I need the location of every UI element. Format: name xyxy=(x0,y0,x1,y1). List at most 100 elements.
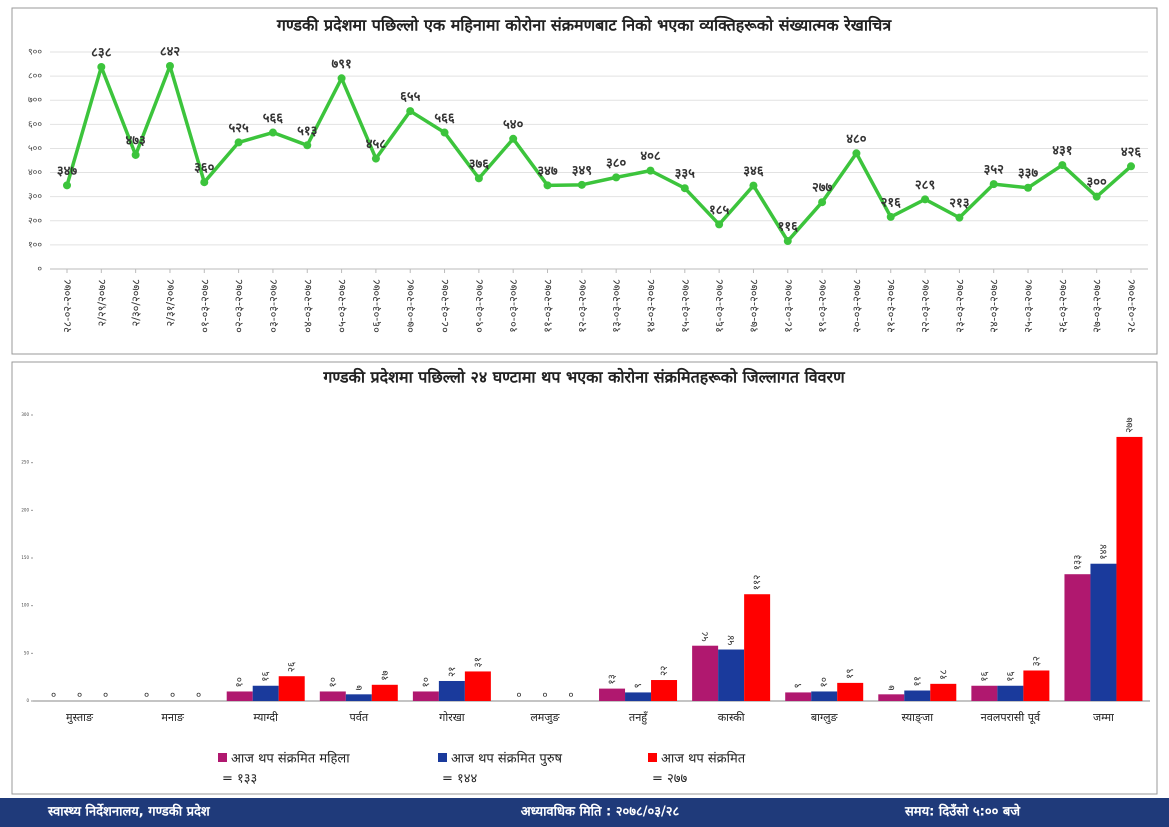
x-tick-label: मनाङ xyxy=(161,711,185,724)
x-tick-label: स्याङ्जा xyxy=(902,711,934,724)
bar xyxy=(1064,574,1091,701)
y-tick-label: ३०० xyxy=(28,192,42,202)
data-label: ५८ xyxy=(700,631,711,641)
data-label: १८ xyxy=(938,669,949,679)
bar-panel xyxy=(11,361,1158,795)
x-tick-label: ०३-०३-२०७८ xyxy=(267,279,280,333)
bar xyxy=(226,691,253,701)
data-label: ९ xyxy=(793,683,804,688)
data-label: ३४६ xyxy=(743,164,764,179)
bar xyxy=(345,694,372,701)
x-tick-label: ०४-०३-२०७८ xyxy=(301,279,314,333)
data-label: १९ xyxy=(845,668,856,678)
chart-title: गण्डकी प्रदेशमा पछिल्लो २४ घण्टामा थप भए… xyxy=(322,368,846,387)
footer-right: समय: दिउँसो ५:०० बजे xyxy=(904,804,1021,820)
data-label: ३३५ xyxy=(675,167,696,182)
data-label: १६ xyxy=(1005,671,1016,681)
point xyxy=(406,107,415,116)
data-label: २२ xyxy=(659,666,670,676)
data-label: ११२ xyxy=(752,575,763,591)
data-label: ० xyxy=(516,690,521,701)
x-tick-label: १५-०३-२०७८ xyxy=(679,279,692,333)
x-tick-label: १९-०३-२०७८ xyxy=(816,279,829,333)
x-tick-label: मुस्ताङ xyxy=(66,711,94,724)
point xyxy=(1024,183,1033,192)
data-label: ० xyxy=(568,690,573,701)
line xyxy=(65,64,1133,243)
x-tick-label: म्याग्दी xyxy=(253,711,278,724)
bar xyxy=(904,690,931,701)
x-tick-label: ०५-०३-२०७८ xyxy=(336,279,349,333)
y-tick-label: ६०० xyxy=(28,120,42,130)
x-tick-label: २३-०३-२०७८ xyxy=(953,279,966,333)
bar xyxy=(1090,563,1117,701)
data-label: ३५२ xyxy=(984,163,1005,178)
bar xyxy=(692,645,719,701)
data-label: ६५५ xyxy=(400,90,421,105)
y-tick-label: 0 xyxy=(26,698,29,703)
point xyxy=(680,184,689,193)
x-tick-label: ०२-०३-२०७८ xyxy=(233,279,246,333)
bar xyxy=(625,692,652,701)
data-label: ९ xyxy=(633,683,644,688)
bar xyxy=(412,691,439,701)
legend-label: आज थप संक्रमित xyxy=(661,751,746,767)
point xyxy=(268,128,277,137)
data-label: १६ xyxy=(261,671,272,681)
point xyxy=(337,74,346,83)
point xyxy=(852,149,861,158)
data-label: ४८० xyxy=(846,132,867,147)
data-label: ११६ xyxy=(778,220,799,235)
x-tick-label: १३-०३-२०७८ xyxy=(610,279,623,333)
x-tick-label: २६-०३-२०७८ xyxy=(1056,279,1069,333)
data-label: ३४७ xyxy=(537,164,558,179)
point xyxy=(200,178,209,187)
bar xyxy=(744,594,771,701)
point xyxy=(509,134,518,143)
x-tick-label: ०६-०३-२०७८ xyxy=(370,279,383,333)
x-tick-label: १८-०३-२०७८ xyxy=(782,279,795,333)
legend-total: = १३३ xyxy=(222,772,257,787)
data-label: १७ xyxy=(380,670,391,680)
data-label: ३८० xyxy=(606,156,627,171)
x-tick-label: गोरखा xyxy=(439,711,465,724)
y-tick-label: 200 xyxy=(21,507,29,512)
data-label: ४३१ xyxy=(1052,144,1072,159)
data-label: २७७ xyxy=(812,181,833,196)
data-label: २१ xyxy=(447,667,458,677)
data-label: ० xyxy=(51,690,56,701)
bar xyxy=(319,691,346,701)
x-tick-label: २/३०/२०७८ xyxy=(130,279,143,327)
point xyxy=(818,198,827,207)
data-label: ४०८ xyxy=(640,149,661,164)
legend-swatch xyxy=(648,753,657,762)
x-tick-label: २४-०३-२०७८ xyxy=(988,279,1001,333)
legend-label: आज थप संक्रमित महिला xyxy=(231,751,350,767)
data-label: १४४ xyxy=(1098,544,1109,560)
point xyxy=(1127,162,1135,171)
point xyxy=(577,180,586,189)
footer-band xyxy=(0,798,1169,827)
data-label: १३ xyxy=(607,674,618,684)
y-tick-label: 150 xyxy=(21,555,29,560)
y-tick-label: ४०० xyxy=(28,168,42,178)
data-label: १८५ xyxy=(709,203,730,218)
data-label: २६ xyxy=(287,662,298,672)
data-label: ७ xyxy=(886,685,897,690)
data-label: ३६० xyxy=(194,161,215,176)
data-label: ५६६ xyxy=(263,111,284,126)
y-tick-label: 100 xyxy=(21,603,29,608)
x-tick-label: जम्मा xyxy=(1093,711,1114,724)
legend-swatch xyxy=(438,753,447,762)
data-label: ३४९ xyxy=(572,163,592,178)
x-tick-label: ०१-०३-२०७८ xyxy=(198,279,211,333)
x-tick-label: ११-०३-२०७८ xyxy=(542,279,555,333)
data-label: ४५८ xyxy=(366,137,387,152)
point xyxy=(921,195,930,204)
legend-label: आज थप संक्रमित पुरुष xyxy=(451,751,563,767)
footer-left: स्वास्थ्य निर्देशनालय, गण्डकी प्रदेश xyxy=(47,804,211,820)
x-tick-label: कास्की xyxy=(718,711,745,724)
data-label: ७९१ xyxy=(331,57,351,72)
bar xyxy=(278,676,305,701)
